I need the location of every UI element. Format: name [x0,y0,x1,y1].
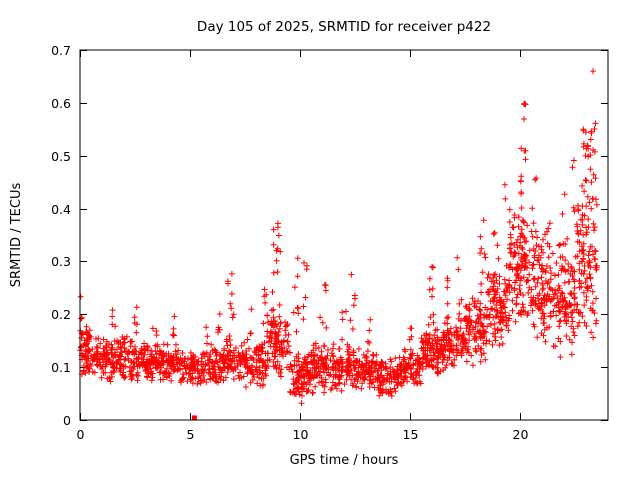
y-axis-label: SRMTID / TECUs [9,183,24,288]
scatter-data-points [77,68,600,407]
x-tick-label: 5 [187,427,195,442]
y-tick-label: 0.5 [51,149,71,164]
y-tick-label: 0.7 [51,43,71,58]
y-tick-label: 0.3 [51,254,71,269]
x-tick-label: 0 [77,427,85,442]
chart-title: Day 105 of 2025, SRMTID for receiver p42… [197,19,491,35]
y-tick-label: 0.6 [51,96,71,111]
x-tick-label: 15 [403,427,419,442]
x-axis-label: GPS time / hours [290,453,399,468]
x-tick-label: 20 [513,427,529,442]
y-tick-label: 0.1 [51,360,71,375]
y-tick-label: 0.2 [51,307,71,322]
plot-border [79,49,609,421]
axis-ticks: 0 5 10 15 20 0 0.1 0.2 0.3 0.4 0.5 0.6 0.7 [51,43,608,442]
filled-square-marker [191,415,197,421]
y-tick-label: 0.4 [51,202,71,217]
y-tick-label: 0 [63,413,71,428]
x-tick-label: 10 [293,427,309,442]
